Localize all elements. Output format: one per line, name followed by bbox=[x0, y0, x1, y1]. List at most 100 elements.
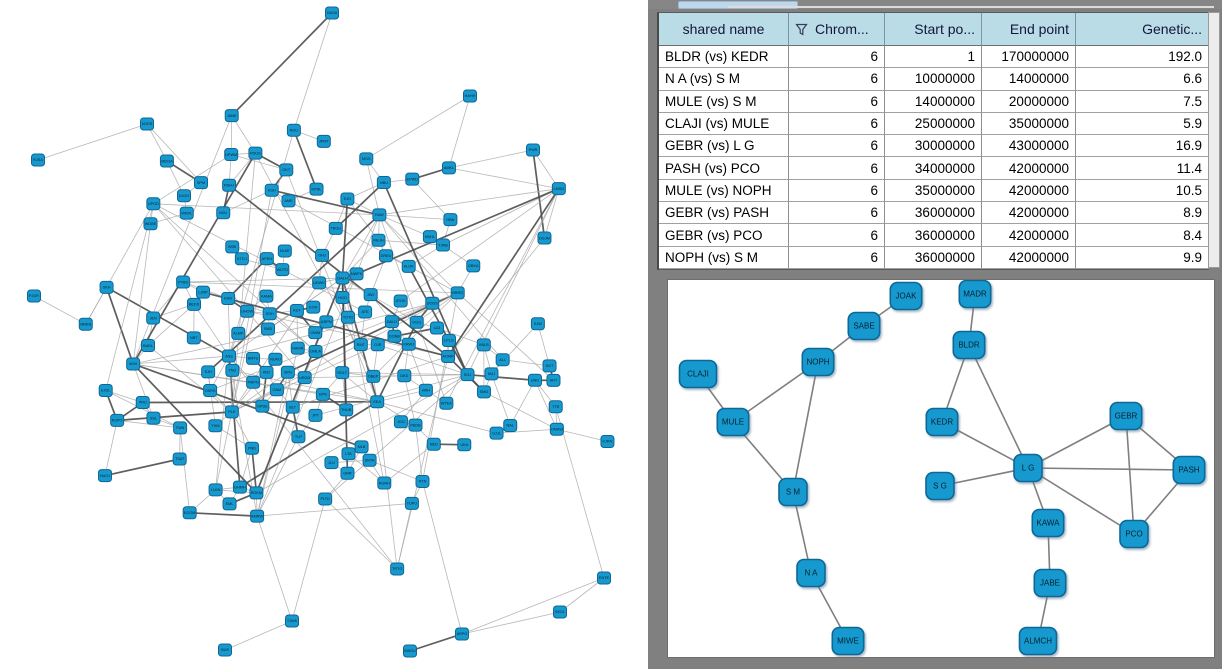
network-node-g88[interactable]: OHJ bbox=[315, 248, 330, 262]
table-cell[interactable]: MULE (vs) NOPH bbox=[659, 179, 789, 203]
network-node-g116[interactable]: KUT bbox=[289, 303, 304, 317]
network-node-g56[interactable]: EPN bbox=[315, 387, 330, 401]
network-node-g97[interactable]: HUOJ bbox=[97, 469, 112, 483]
network-node-g80[interactable]: THM bbox=[208, 419, 223, 433]
table-cell[interactable]: 7.5 bbox=[1076, 90, 1209, 113]
network-edge[interactable] bbox=[189, 511, 258, 517]
network-edge[interactable] bbox=[411, 178, 451, 220]
network-node-g8[interactable]: HHT bbox=[546, 373, 561, 387]
network-node-g7[interactable]: HDHL bbox=[422, 230, 437, 244]
network-edge[interactable] bbox=[373, 292, 459, 377]
main-network-canvas[interactable]: AME GPDE LJRP JPT SSL GHMH OSRS HDHL HHT WJH UJJ KR… bbox=[0, 0, 648, 669]
network-node-g57[interactable]: TTR bbox=[548, 400, 563, 414]
network-node-g54[interactable]: ALMP bbox=[231, 326, 246, 340]
table-cell[interactable]: 6 bbox=[789, 112, 885, 136]
table-cell[interactable]: 42000000 bbox=[982, 202, 1076, 225]
network-edge[interactable] bbox=[559, 577, 605, 613]
network-node-g0[interactable]: AME bbox=[281, 194, 296, 208]
network-node-g154[interactable]: BWSU bbox=[403, 644, 417, 658]
subnetwork-canvas[interactable]: JOAK SABE NOPH CLAJI MULE S M N A MIWE MADR BLDR K… bbox=[668, 280, 1214, 657]
network-edge[interactable] bbox=[496, 428, 557, 434]
table-cell[interactable]: 10.5 bbox=[1076, 179, 1209, 203]
table-cell[interactable]: BLDR (vs) KEDR bbox=[659, 46, 789, 69]
network-node-g152[interactable]: BUS bbox=[218, 643, 232, 657]
network-edge[interactable] bbox=[403, 375, 416, 426]
network-edge[interactable] bbox=[147, 304, 195, 346]
network-node-g89[interactable]: TRTG bbox=[390, 562, 405, 576]
network-edge[interactable] bbox=[256, 436, 299, 517]
network-edge[interactable] bbox=[215, 411, 233, 490]
table-cell[interactable]: 36000000 bbox=[885, 224, 982, 247]
network-node-bldr[interactable]: BLDR bbox=[952, 330, 986, 360]
table-cell[interactable]: 192.0 bbox=[1076, 46, 1209, 69]
table-cell[interactable]: 6 bbox=[789, 179, 885, 203]
network-node-g69[interactable]: GRR bbox=[340, 466, 355, 480]
network-node-g63[interactable]: LMSG bbox=[551, 182, 566, 196]
network-edge[interactable] bbox=[366, 95, 471, 160]
network-edge[interactable] bbox=[193, 304, 230, 357]
network-edge[interactable] bbox=[153, 203, 366, 313]
column-header-genetic[interactable]: Genetic... bbox=[1076, 13, 1209, 46]
network-node-g147[interactable]: RJSA bbox=[31, 153, 45, 167]
network-node-g143[interactable]: SGJ bbox=[460, 368, 475, 382]
table-cell[interactable]: 42000000 bbox=[982, 246, 1076, 269]
network-node-g153[interactable]: TJWK bbox=[285, 614, 299, 628]
network-node-g15[interactable]: TSAT bbox=[172, 452, 187, 466]
network-edge[interactable] bbox=[85, 203, 154, 325]
network-node-g19[interactable]: OJR bbox=[370, 338, 385, 352]
network-edge[interactable] bbox=[422, 481, 463, 635]
network-node-g120[interactable]: OALH bbox=[335, 271, 350, 285]
network-edge[interactable] bbox=[448, 95, 471, 168]
network-node-g123[interactable]: KRJ bbox=[259, 365, 274, 379]
network-node-g109[interactable]: AOMR bbox=[441, 349, 456, 363]
network-edge[interactable] bbox=[106, 286, 230, 357]
network-node-g11[interactable]: KRWJ bbox=[401, 337, 416, 351]
table-cell[interactable]: PASH (vs) PCO bbox=[659, 157, 789, 180]
network-node-g52[interactable]: TWN bbox=[173, 421, 188, 435]
table-cell[interactable]: 42000000 bbox=[982, 224, 1076, 247]
network-edge[interactable] bbox=[228, 355, 398, 570]
network-edge[interactable] bbox=[396, 356, 449, 570]
network-node-claji[interactable]: CLAJI bbox=[678, 359, 718, 389]
network-node-g77[interactable]: DONB bbox=[387, 329, 402, 343]
network-edge[interactable] bbox=[132, 363, 362, 448]
network-edge[interactable] bbox=[231, 371, 289, 413]
horizontal-scrollbar-track[interactable] bbox=[728, 6, 1214, 8]
network-node-pco[interactable]: PCO bbox=[1119, 519, 1149, 549]
network-node-g55[interactable]: SMD bbox=[260, 322, 275, 336]
network-node-g50[interactable]: OMLA bbox=[308, 345, 323, 359]
network-edge[interactable] bbox=[491, 323, 539, 375]
network-edge[interactable] bbox=[1027, 467, 1135, 535]
network-node-g29[interactable]: EEA bbox=[370, 395, 385, 409]
table-cell[interactable]: 6 bbox=[789, 90, 885, 113]
network-node-g112[interactable]: TOTD bbox=[340, 310, 355, 324]
network-node-g75[interactable]: PRU bbox=[135, 396, 150, 410]
network-node-g4[interactable]: SSL bbox=[146, 411, 161, 425]
column-header-shared-name[interactable]: shared name bbox=[659, 13, 789, 46]
network-node-g134[interactable]: KLDK bbox=[401, 259, 416, 273]
network-node-g101[interactable]: BRRG bbox=[450, 286, 465, 300]
network-node-g9[interactable]: WJH bbox=[126, 357, 141, 371]
network-node-g48[interactable]: URGD bbox=[297, 371, 312, 385]
network-node-g95[interactable]: SJH bbox=[201, 365, 216, 379]
column-header-start-po[interactable]: Start po... bbox=[885, 13, 982, 46]
network-node-g30[interactable]: BEDS bbox=[187, 297, 202, 311]
network-edge[interactable] bbox=[251, 448, 258, 493]
network-edge[interactable] bbox=[117, 411, 232, 422]
network-node-g37[interactable]: ASS bbox=[222, 349, 237, 363]
network-node-g93[interactable]: PTBS bbox=[176, 275, 191, 289]
network-node-g132[interactable]: KJRN bbox=[600, 435, 615, 449]
network-node-g53[interactable]: ALL bbox=[495, 353, 510, 367]
network-node-g28[interactable]: RSHJ bbox=[222, 178, 237, 192]
network-edge[interactable] bbox=[356, 214, 380, 275]
network-node-g105[interactable]: LLKN bbox=[208, 483, 223, 497]
network-edge[interactable] bbox=[105, 390, 181, 429]
network-edge[interactable] bbox=[293, 129, 318, 190]
network-edge[interactable] bbox=[133, 363, 323, 395]
network-node-g124[interactable]: DJGG bbox=[176, 189, 191, 203]
network-node-g106[interactable]: SMO bbox=[476, 385, 491, 399]
network-node-g150[interactable]: HAHH bbox=[463, 89, 477, 103]
network-edge[interactable] bbox=[467, 373, 536, 382]
network-node-g6[interactable]: OSRS bbox=[203, 384, 218, 398]
network-edge[interactable] bbox=[224, 620, 293, 651]
